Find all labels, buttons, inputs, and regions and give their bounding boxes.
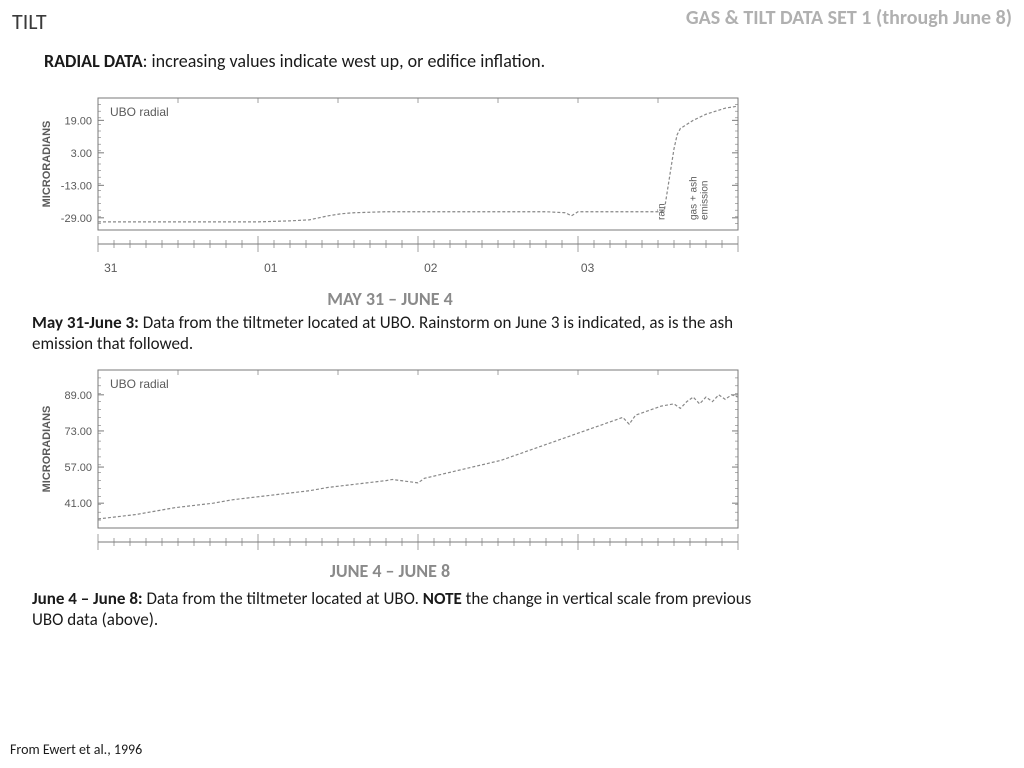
page-title-left: TILT: [12, 8, 47, 35]
caption-1-bold: May 31-June 3:: [32, 312, 139, 333]
svg-text:31: 31: [104, 261, 118, 275]
svg-text:-13.00: -13.00: [61, 180, 92, 192]
chart-2-x-title: JUNE 4 – JUNE 8: [30, 560, 750, 582]
intro-rest: : increasing values indicate west up, or…: [143, 50, 546, 72]
svg-text:MICRORADIANS: MICRORADIANS: [41, 406, 53, 493]
caption-2-bold2: NOTE: [423, 588, 462, 609]
chart-2-svg: 89.00 73.00 57.00 41.00 MICRORADIANS UBO radi…: [30, 360, 750, 565]
svg-text:gas + ash: gas + ash: [688, 176, 699, 220]
intro-bold: RADIAL DATA: [44, 50, 143, 72]
caption-2-mid: Data from the tiltmeter located at UBO.: [143, 588, 423, 609]
citation: From Ewert et al., 1996: [10, 741, 142, 758]
chart-1-svg: 19.00 3.00 -13.00 -29.00 31 01 02 03 MICRORADIAN…: [30, 88, 750, 278]
svg-text:89.00: 89.00: [64, 390, 92, 402]
svg-text:02: 02: [424, 261, 438, 275]
intro-text: RADIAL DATA: increasing values indicate …: [44, 50, 545, 72]
svg-text:UBO radial: UBO radial: [110, 377, 169, 391]
svg-text:UBO radial: UBO radial: [110, 105, 169, 119]
page-title-right: GAS & TILT DATA SET 1 (through June 8): [686, 6, 1012, 30]
svg-text:03: 03: [581, 261, 595, 275]
chart-1-x-title: MAY 31 – JUNE 4: [30, 288, 750, 310]
svg-text:73.00: 73.00: [64, 426, 92, 438]
chart-2-container: 89.00 73.00 57.00 41.00 MICRORADIANS UBO radi…: [30, 360, 750, 565]
caption-2-bold1: June 4 – June 8:: [32, 588, 143, 609]
svg-text:41.00: 41.00: [64, 498, 92, 510]
svg-text:rain: rain: [656, 203, 667, 220]
svg-text:MICRORADIANS: MICRORADIANS: [41, 121, 53, 208]
svg-text:emission: emission: [699, 181, 710, 220]
svg-text:-29.00: -29.00: [61, 213, 92, 225]
svg-text:57.00: 57.00: [64, 462, 92, 474]
caption-2: June 4 – June 8: Data from the tiltmeter…: [32, 588, 752, 631]
chart-1-container: 19.00 3.00 -13.00 -29.00 31 01 02 03 MICRORADIAN…: [30, 88, 750, 278]
svg-text:01: 01: [264, 261, 278, 275]
svg-text:3.00: 3.00: [71, 148, 92, 160]
caption-1: May 31-June 3: Data from the tiltmeter l…: [32, 312, 752, 355]
svg-text:19.00: 19.00: [64, 115, 92, 127]
